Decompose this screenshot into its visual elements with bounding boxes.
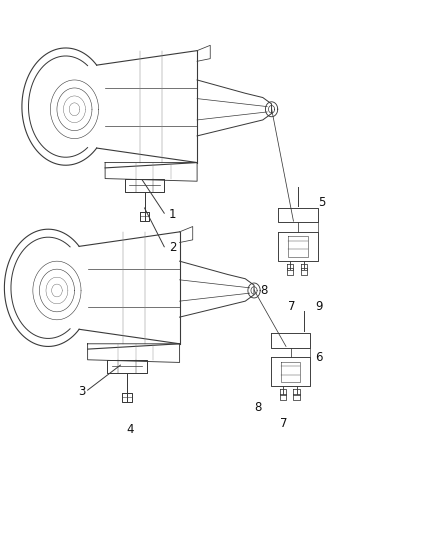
Text: 9: 9 [315,300,323,313]
Text: 1: 1 [169,208,176,221]
Text: 2: 2 [169,241,176,254]
Text: 7: 7 [280,417,288,430]
Text: 4: 4 [127,423,134,435]
Text: 3: 3 [78,385,85,398]
Text: 6: 6 [315,351,323,364]
Text: 8: 8 [260,284,267,297]
Text: 7: 7 [287,300,295,313]
Text: 8: 8 [254,401,262,414]
Text: 5: 5 [318,196,325,209]
